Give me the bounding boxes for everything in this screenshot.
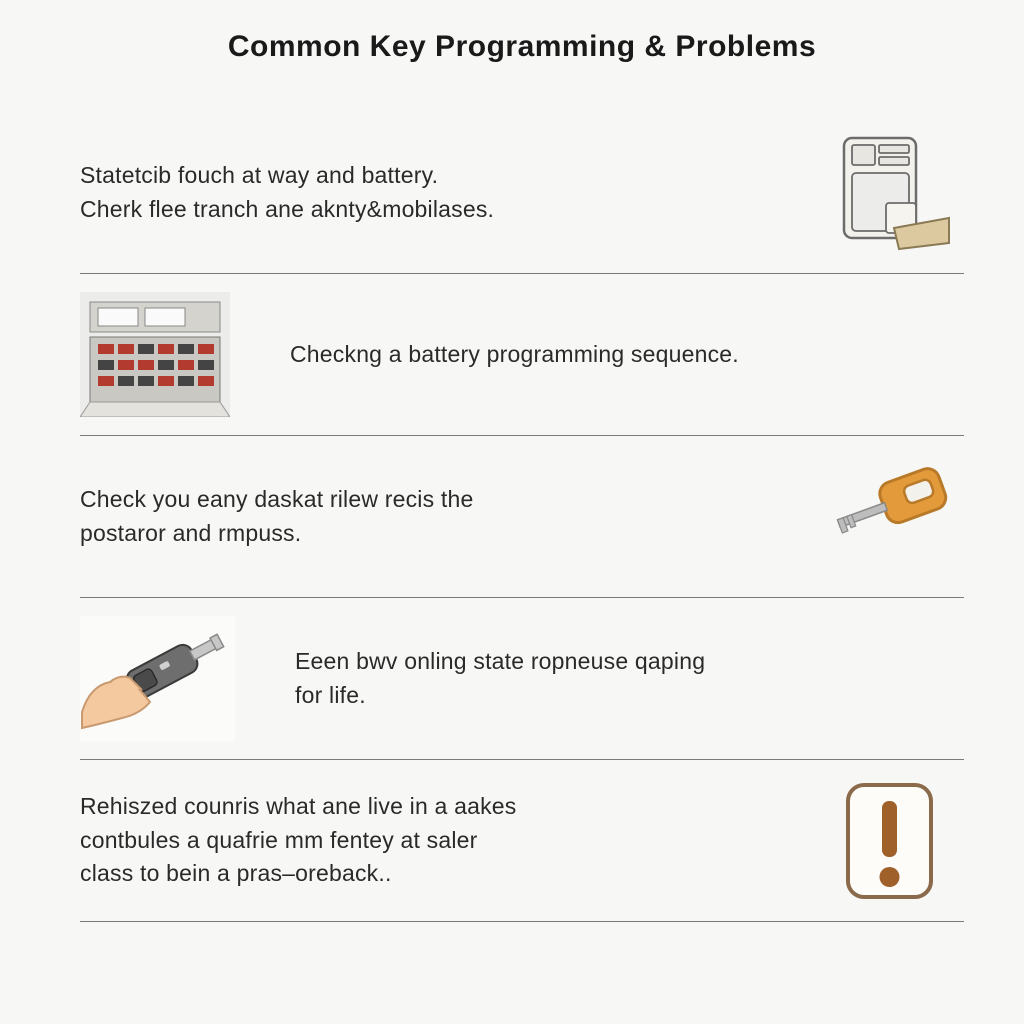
control-console-icon	[80, 292, 230, 417]
row-2-text: Checkng a battery programming sequence.	[270, 338, 964, 371]
row-1: Statetcib fouch at way and battery. Cher…	[80, 112, 964, 274]
warning-exclaim-icon	[814, 778, 964, 903]
row-1-line-1: Statetcib fouch at way and battery.	[80, 162, 438, 188]
device-panel-icon	[814, 130, 964, 255]
row-1-line-2: Cherk flee tranch ane aknty&mobilases.	[80, 196, 494, 222]
row-2-line-1: Checkng a battery programming sequence.	[290, 341, 739, 367]
row-5: Rehiszed counris what ane live in a aake…	[80, 760, 964, 922]
row-5-line-2: contbules a quafrie mm fentey at saler	[80, 827, 478, 853]
row-5-text: Rehiszed counris what ane live in a aake…	[80, 790, 774, 890]
row-1-text: Statetcib fouch at way and battery. Cher…	[80, 159, 774, 226]
hand-fob-icon	[80, 616, 235, 741]
row-3-line-2: postaror and rmpuss.	[80, 520, 301, 546]
page-title: Common Key Programming & Problems	[80, 30, 964, 64]
row-4: Eeen bwv onling state ropneuse qaping fo…	[80, 598, 964, 760]
row-4-line-1: Eeen bwv onling state ropneuse qaping	[295, 648, 705, 674]
row-5-line-3: class to bein a pras–oreback..	[80, 860, 392, 886]
orange-key-icon	[814, 454, 964, 579]
row-3-text: Check you eany daskat rilew recis the po…	[80, 483, 774, 550]
row-3: Check you eany daskat rilew recis the po…	[80, 436, 964, 598]
row-2: Checkng a battery programming sequence.	[80, 274, 964, 436]
row-3-line-1: Check you eany daskat rilew recis the	[80, 486, 473, 512]
row-4-text: Eeen bwv onling state ropneuse qaping fo…	[275, 645, 964, 712]
row-5-line-1: Rehiszed counris what ane live in a aake…	[80, 793, 517, 819]
row-4-line-2: for life.	[295, 682, 366, 708]
